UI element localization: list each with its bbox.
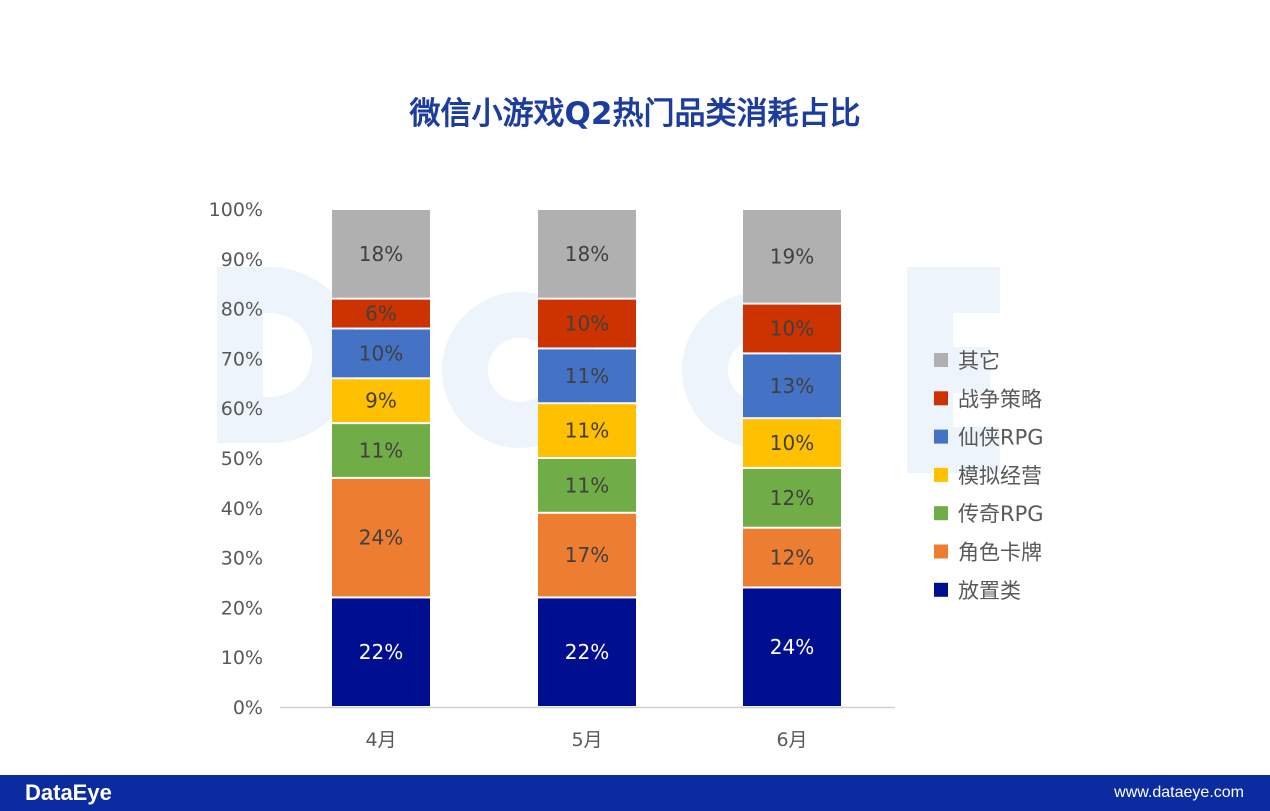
data-label: 24% bbox=[359, 526, 403, 550]
data-label: 12% bbox=[770, 486, 814, 510]
bar-segment bbox=[743, 468, 841, 527]
data-label: 22% bbox=[359, 640, 403, 664]
y-tick-label: 80% bbox=[221, 299, 263, 321]
y-tick-label: 70% bbox=[221, 348, 263, 370]
x-tick-label: 5月 bbox=[571, 729, 602, 751]
data-label: 11% bbox=[565, 473, 609, 497]
bar-segment bbox=[332, 598, 430, 706]
legend-label: 传奇RPG bbox=[958, 502, 1044, 526]
bar-segment bbox=[332, 210, 430, 298]
bar-segment bbox=[538, 404, 636, 457]
bar-segment bbox=[743, 354, 841, 418]
watermark-shape bbox=[907, 267, 1000, 473]
footer-bar: DataEye www.dataeye.com bbox=[0, 775, 1270, 811]
bar-segment bbox=[332, 329, 430, 378]
bar-segment bbox=[743, 528, 841, 587]
y-tick-label: 100% bbox=[209, 199, 263, 221]
legend-label: 模拟经营 bbox=[958, 464, 1042, 488]
bar-segment bbox=[538, 513, 636, 597]
legend-swatch bbox=[934, 429, 948, 444]
data-label: 13% bbox=[770, 374, 814, 398]
legend-swatch bbox=[934, 544, 948, 559]
bar-segment bbox=[538, 349, 636, 403]
data-label: 19% bbox=[770, 244, 814, 268]
legend-label: 仙侠RPG bbox=[958, 426, 1044, 450]
bar-segment bbox=[538, 459, 636, 512]
legend-swatch bbox=[934, 391, 948, 406]
data-label: 18% bbox=[565, 242, 609, 266]
data-label: 10% bbox=[359, 341, 403, 365]
y-tick-label: 40% bbox=[221, 498, 263, 520]
y-tick-label: 60% bbox=[221, 398, 263, 420]
bar-segment bbox=[332, 424, 430, 477]
data-label: 6% bbox=[365, 302, 397, 326]
legend-label: 角色卡牌 bbox=[958, 541, 1042, 565]
y-tick-label: 0% bbox=[233, 697, 263, 719]
y-tick-label: 30% bbox=[221, 548, 263, 570]
legend-swatch bbox=[934, 353, 948, 367]
chart-title: 微信小游戏Q2热门品类消耗占比 bbox=[409, 96, 861, 132]
x-tick-label: 6月 bbox=[776, 729, 807, 751]
data-label: 17% bbox=[565, 543, 609, 567]
footer-logo: DataEye bbox=[25, 780, 112, 805]
bar-segment bbox=[743, 210, 841, 303]
bar-segment bbox=[332, 299, 430, 328]
y-tick-label: 50% bbox=[221, 448, 263, 470]
legend-label: 其它 bbox=[958, 349, 1000, 373]
x-tick-label: 4月 bbox=[365, 729, 396, 751]
bar-segment bbox=[332, 379, 430, 423]
footer-url[interactable]: www.dataeye.com bbox=[1114, 784, 1244, 801]
legend-label: 战争策略 bbox=[958, 387, 1042, 411]
data-label: 18% bbox=[359, 242, 403, 266]
data-label: 11% bbox=[565, 364, 609, 388]
bar-segment bbox=[538, 299, 636, 348]
y-tick-label: 90% bbox=[221, 249, 263, 271]
data-label: 9% bbox=[365, 389, 397, 413]
data-label: 11% bbox=[565, 419, 609, 443]
data-label: 10% bbox=[770, 317, 814, 341]
bar-segment bbox=[332, 478, 430, 597]
y-tick-label: 20% bbox=[221, 597, 263, 619]
bar-segment bbox=[538, 598, 636, 706]
bar-segment bbox=[538, 210, 636, 298]
legend-swatch bbox=[934, 506, 948, 521]
legend-swatch bbox=[934, 467, 948, 482]
data-label: 22% bbox=[565, 640, 609, 664]
legend-swatch bbox=[934, 582, 948, 597]
data-label: 24% bbox=[770, 635, 814, 659]
data-label: 11% bbox=[359, 439, 403, 463]
bar-segment bbox=[743, 588, 841, 706]
data-label: 10% bbox=[770, 431, 814, 455]
legend-label: 放置类 bbox=[958, 579, 1021, 603]
bar-segment bbox=[743, 419, 841, 467]
y-tick-label: 10% bbox=[221, 647, 263, 669]
data-label: 10% bbox=[565, 312, 609, 336]
bar-segment bbox=[743, 304, 841, 353]
data-label: 12% bbox=[770, 546, 814, 570]
